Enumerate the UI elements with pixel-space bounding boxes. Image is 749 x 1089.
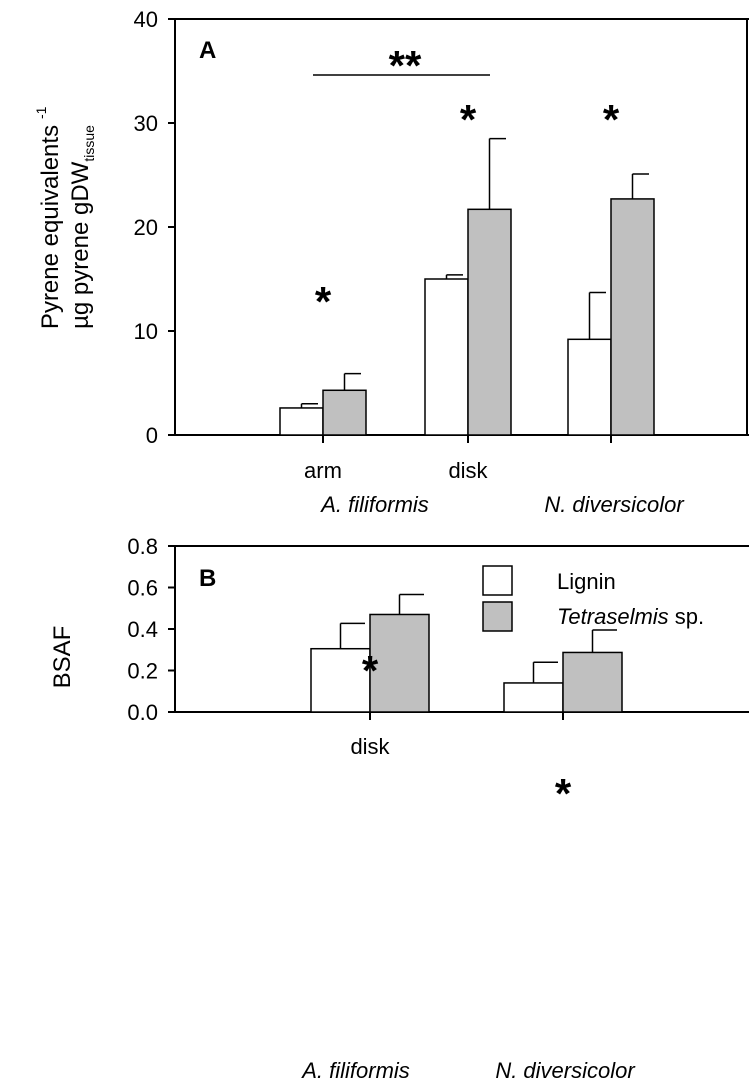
y-tick-label: 40: [134, 7, 158, 32]
panel-b-x-ticks: disk: [350, 712, 564, 759]
panel-a-y-axis-label: Pyrene equivalents µg pyrene gDWtissue -…: [33, 106, 97, 329]
panel-a-label: A: [199, 37, 216, 64]
bar: [610, 198, 655, 436]
bar: [322, 389, 367, 436]
x-tick-label: disk: [448, 458, 488, 483]
panel-b-label: B: [199, 565, 216, 592]
ylabel-unit-sub: tissue: [81, 125, 97, 162]
ylabel-unit-main: µg pyrene gDW: [67, 161, 94, 329]
bar: [279, 407, 324, 436]
panel-a-group-label-a-filiformis: A. filiformis: [319, 492, 429, 517]
bar: [424, 278, 469, 436]
significance-marker: *: [555, 770, 572, 817]
panel-a-x-ticks: arm disk: [304, 435, 612, 483]
significance-bracket-label: **: [389, 42, 422, 89]
panel-b-group-label-n-diversicolor: N. diversicolor: [495, 1058, 636, 1083]
panel-a-ylabel-line1: Pyrene equivalents: [37, 125, 64, 329]
y-tick-label: 20: [134, 215, 158, 240]
significance-marker: *: [315, 278, 332, 325]
legend-label-lignin: Lignin: [557, 569, 616, 594]
bar: [503, 682, 564, 713]
panel-b: 0.00.20.40.60.8 disk ** B BSAF A. filifo…: [49, 534, 749, 1083]
y-tick-label: 0: [146, 423, 158, 448]
bar: [562, 651, 623, 713]
panel-a-group-label-n-diversicolor: N. diversicolor: [544, 492, 685, 517]
bar: [567, 338, 612, 436]
y-tick-label: 10: [134, 319, 158, 344]
panel-b-bars: **: [310, 593, 623, 817]
bar: [369, 613, 430, 713]
ylabel-unit-sup: -1: [33, 106, 49, 119]
panel-a-y-ticks: 0 10 20 30 40: [134, 7, 175, 448]
panel-a-bars: * * *: [279, 96, 655, 436]
panel-b-group-label-a-filiformis: A. filiformis: [300, 1058, 410, 1083]
y-tick-label: 0.4: [127, 617, 158, 642]
legend-swatch-lignin: [482, 565, 513, 596]
x-tick-label: arm: [304, 458, 342, 483]
y-tick-label: 0.0: [127, 700, 158, 725]
y-tick-label: 0.8: [127, 534, 158, 559]
legend-label-tetraselmis-suffix: sp.: [669, 604, 704, 629]
x-tick-label: disk: [350, 734, 390, 759]
panel-b-y-axis-label: BSAF: [49, 626, 76, 689]
significance-marker: *: [460, 96, 477, 143]
bar: [310, 647, 371, 713]
legend: Lignin Tetraselmis sp.: [482, 565, 704, 632]
y-tick-label: 0.6: [127, 576, 158, 601]
bar: [467, 208, 512, 436]
legend-label-tetraselmis: Tetraselmis sp.: [557, 604, 704, 629]
legend-swatch-tetraselmis: [482, 601, 513, 632]
significance-marker: *: [603, 96, 620, 143]
significance-marker: *: [362, 647, 379, 694]
y-tick-label: 0.2: [127, 659, 158, 684]
panel-a-ylabel-line2: µg pyrene gDWtissue: [67, 125, 97, 329]
panel-b-y-ticks: 0.0 0.2 0.4 0.6 0.8: [127, 534, 175, 725]
panel-b-axes: [174, 545, 749, 713]
y-tick-label: 30: [134, 111, 158, 136]
legend-label-tetraselmis-genus: Tetraselmis: [557, 604, 669, 629]
